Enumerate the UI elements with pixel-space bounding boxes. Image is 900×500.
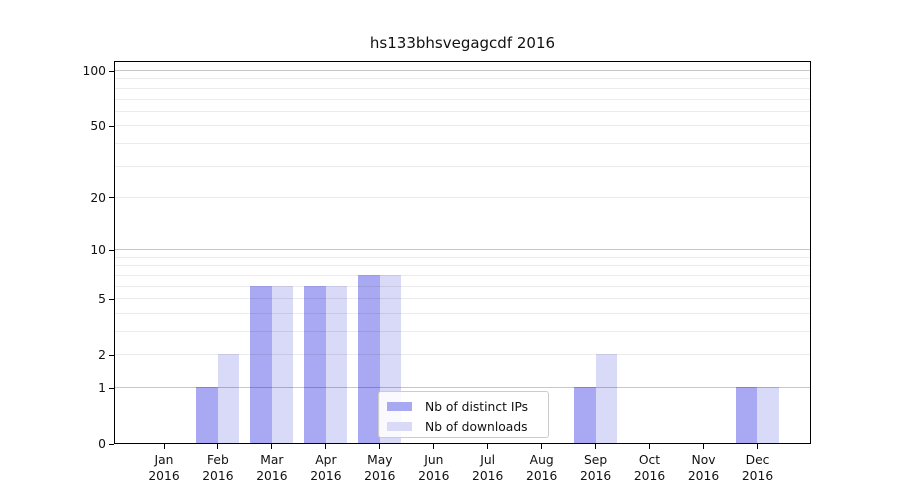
legend-label: Nb of downloads (425, 419, 528, 434)
gridline (115, 285, 810, 287)
legend-label: Nb of distinct IPs (425, 399, 529, 414)
downloads-swatch (387, 422, 412, 431)
bar (325, 285, 348, 443)
x-tick-label: Oct 2016 (633, 453, 666, 483)
x-tick-label: Aug 2016 (526, 453, 558, 483)
gridline (115, 78, 810, 80)
x-tick-mark (325, 444, 327, 449)
x-tick-label: Dec 2016 (741, 453, 774, 483)
distinct-ips-swatch (387, 402, 412, 411)
x-tick-label: Mar 2016 (256, 453, 288, 483)
y-tick-label: 1 (98, 381, 106, 395)
y-tick-label: 2 (98, 348, 106, 363)
gridline (115, 98, 810, 100)
y-tick-label: 20 (90, 190, 106, 205)
x-tick-label: May 2016 (364, 453, 396, 483)
legend-item-distinct-ips: Nb of distinct IPs (387, 398, 548, 415)
gridline (115, 274, 810, 276)
gridline (115, 249, 810, 251)
y-tick-mark (109, 249, 114, 251)
bar (217, 354, 240, 443)
gridline (115, 354, 810, 356)
y-tick-mark (109, 70, 114, 72)
gridline (115, 165, 810, 167)
y-tick-mark (109, 443, 114, 445)
x-tick-label: Jan 2016 (148, 453, 180, 483)
bar (757, 387, 779, 443)
gridline (115, 70, 810, 71)
y-tick-mark (109, 125, 114, 127)
x-tick-label: Sep 2016 (579, 453, 612, 483)
x-tick-label: Feb 2016 (202, 453, 234, 483)
x-tick-label: Jun 2016 (418, 453, 450, 483)
y-tick-label: 100 (82, 64, 106, 78)
y-tick-mark (109, 354, 114, 356)
x-tick-label: Apr 2016 (310, 453, 342, 483)
gridline (115, 265, 810, 267)
x-tick-mark (757, 444, 758, 449)
x-tick-mark (703, 444, 704, 449)
bar (271, 285, 294, 443)
gridline (115, 196, 810, 198)
x-tick-mark (487, 444, 489, 449)
gridline (115, 125, 810, 127)
bar (358, 274, 380, 443)
y-tick-label: 0 (98, 437, 106, 451)
y-tick-label: 5 (98, 292, 106, 307)
x-tick-mark (271, 444, 273, 449)
y-tick-mark (109, 387, 114, 389)
gridline (115, 312, 810, 314)
gridline (115, 110, 810, 112)
gridline (115, 87, 810, 89)
bar (250, 285, 272, 443)
y-tick-mark (109, 197, 114, 199)
bar (595, 354, 618, 443)
gridline (115, 298, 810, 300)
x-tick-mark (433, 444, 435, 449)
bar (304, 285, 326, 443)
gridline (115, 331, 810, 332)
x-tick-mark (541, 444, 543, 449)
bar (196, 387, 218, 443)
x-tick-mark (217, 444, 219, 449)
x-tick-label: Jul 2016 (472, 453, 504, 483)
y-tick-label: 10 (90, 243, 106, 258)
x-tick-mark (379, 444, 381, 449)
y-tick-mark (109, 298, 114, 300)
x-tick-mark (595, 444, 597, 449)
y-tick-label: 50 (90, 119, 106, 134)
legend-item-downloads: Nb of downloads (387, 418, 548, 435)
gridline (115, 256, 810, 258)
chart-title: hs133bhsvegagcdf 2016 (369, 34, 556, 52)
bar (735, 387, 758, 443)
bar (574, 387, 596, 443)
gridline (115, 142, 810, 144)
plot-area (114, 61, 811, 444)
x-tick-mark (649, 444, 650, 449)
x-tick-label: Nov 2016 (687, 453, 720, 483)
x-tick-mark (163, 444, 165, 449)
legend: Nb of distinct IPs Nb of downloads (378, 391, 549, 438)
gridline (115, 387, 810, 388)
